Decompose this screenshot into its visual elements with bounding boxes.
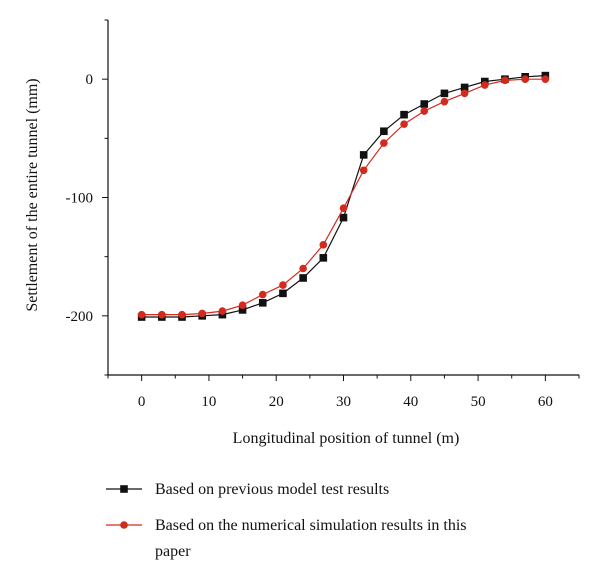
data-point — [501, 76, 509, 85]
x-tick-label: 50 — [471, 394, 486, 410]
y-tick-label: -200 — [66, 309, 94, 325]
data-point — [460, 83, 469, 92]
data-point — [279, 289, 287, 298]
series-2 — [137, 75, 550, 319]
legend-marker — [120, 485, 128, 493]
x-tick-label: 30 — [336, 394, 351, 410]
x-tick-label: 20 — [269, 394, 284, 410]
data-point — [339, 213, 348, 222]
x-tick-label: 60 — [538, 394, 553, 410]
data-point — [359, 151, 368, 159]
x-tick-label: 40 — [403, 394, 418, 410]
series-1 — [137, 71, 550, 321]
x-tick-label: 0 — [138, 394, 146, 410]
data-point — [238, 306, 247, 314]
data-point — [258, 299, 267, 307]
data-point — [238, 301, 247, 309]
legend-label: Based on the numerical simulation result… — [155, 517, 467, 534]
data-point — [380, 127, 388, 136]
data-point — [400, 120, 408, 128]
data-point — [299, 274, 307, 282]
data-point — [440, 89, 449, 98]
data-point — [319, 254, 328, 262]
legend: Based on previous model test results Base… — [106, 481, 467, 560]
data-point — [359, 166, 368, 175]
data-point — [339, 204, 348, 212]
data-point — [258, 290, 267, 299]
ticks: 0 10 20 30 40 50 60 0 -100 -200 — [66, 19, 580, 410]
data-point — [460, 89, 469, 98]
data-point — [521, 75, 529, 83]
data-point — [299, 264, 307, 273]
data-point — [279, 281, 287, 289]
series-layer — [137, 71, 550, 321]
y-axis-title: Settlement of the entire tunnel (mm) — [24, 78, 41, 311]
legend-label: Based on previous model test results — [155, 481, 389, 498]
series-line — [141, 78, 546, 316]
legend-item-2: Based on the numerical simulation result… — [106, 517, 467, 560]
x-axis-title: Longitudinal position of tunnel (m) — [233, 430, 460, 447]
x-tick-label: 10 — [201, 394, 216, 410]
data-point — [400, 110, 408, 119]
data-point — [440, 97, 449, 106]
y-tick-label: 0 — [86, 72, 94, 88]
data-point — [158, 310, 166, 319]
legend-item-1: Based on previous model test results — [106, 481, 389, 498]
data-point — [420, 100, 429, 108]
legend-label: paper — [155, 543, 191, 560]
data-point — [380, 139, 388, 147]
data-point — [137, 310, 146, 319]
data-point — [541, 75, 550, 83]
data-point — [319, 241, 328, 249]
y-tick-label: -100 — [66, 191, 94, 207]
data-point — [481, 81, 489, 89]
axes — [107, 20, 579, 376]
data-point — [198, 309, 206, 318]
data-point — [420, 107, 429, 115]
series-line — [141, 75, 546, 318]
data-point — [218, 307, 227, 315]
legend-marker — [120, 521, 128, 529]
data-point — [178, 310, 186, 319]
